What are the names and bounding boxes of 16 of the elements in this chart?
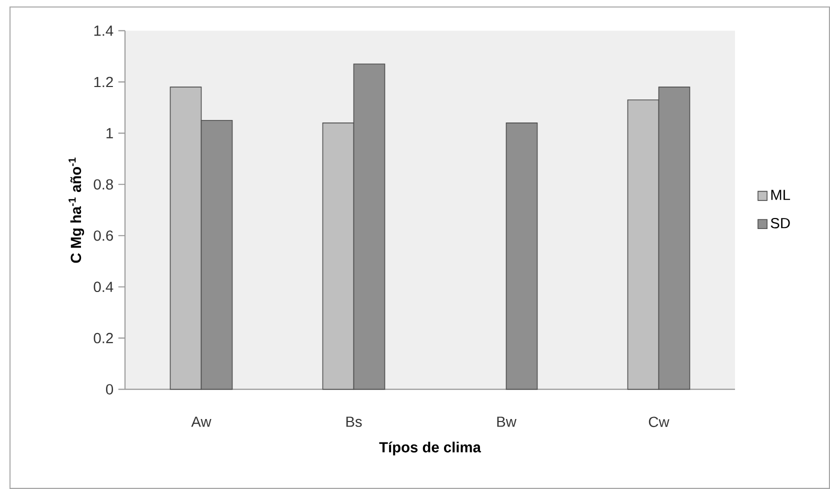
legend-label: SD [770,218,790,228]
y-tick-label: 1 [106,128,113,138]
y-tick-label: 1.2 [94,76,113,88]
x-tick-label: Aw [191,416,212,427]
x-tick-label: Bs [346,416,362,427]
x-axis-title: Típos de clima [379,442,482,456]
y-tick-label: 0.2 [94,332,113,344]
x-tick-label: Cw [648,416,670,428]
y-tick-label: 0 [106,384,114,394]
y-tick-label: 0.6 [94,230,113,241]
x-tick-label: Bw [497,416,516,427]
y-axis-title: C Mg ha$^{-1}$ año$^{-1}$ [68,158,84,263]
y-tick-label: 0.4 [94,282,114,292]
y-tick-label: 0.8 [94,179,113,190]
legend-label: ML [771,190,790,200]
y-tick-label: 1.4 [94,26,114,36]
